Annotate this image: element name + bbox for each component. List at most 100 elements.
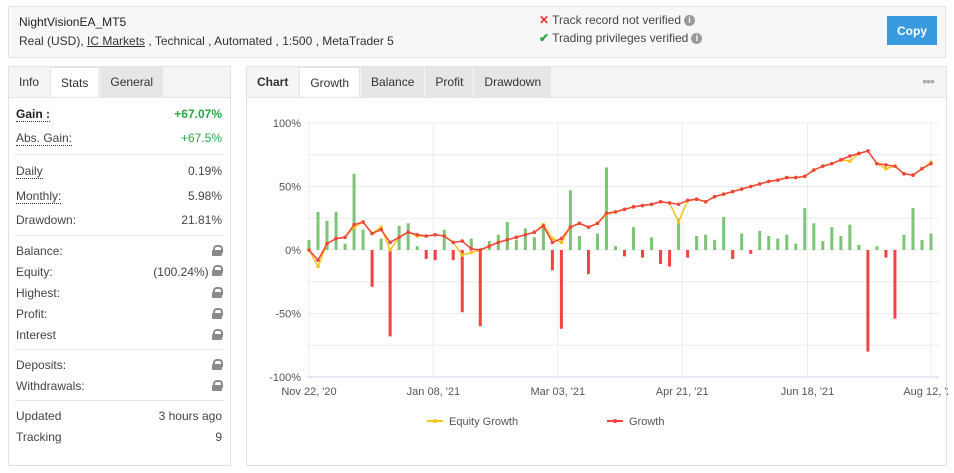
info-icon[interactable]: i: [691, 32, 703, 44]
data-point: [631, 205, 636, 209]
bar: [613, 246, 617, 250]
data-point: [433, 232, 438, 237]
data-point: [802, 174, 807, 179]
equity-label: Equity:: [16, 264, 53, 279]
bar: [379, 238, 383, 250]
tab-stats[interactable]: Stats: [50, 67, 100, 97]
lock-icon: [212, 380, 223, 391]
bar: [559, 250, 563, 329]
data-point: [325, 241, 329, 246]
data-point: [613, 210, 618, 214]
data-point: [352, 222, 356, 227]
data-point: [848, 154, 852, 158]
bar: [361, 229, 365, 250]
system-details: , Technical , Automated , 1:500 , MetaTr…: [145, 34, 394, 48]
interest-label: Interest: [16, 327, 57, 342]
privileges-status: ✔ Trading privileges verified i: [539, 31, 703, 45]
bar: [794, 243, 798, 250]
deposits-label: Deposits:: [16, 357, 67, 372]
x-tick-label: Aug 12, '21: [903, 386, 948, 398]
data-point: [451, 240, 456, 245]
bar: [641, 250, 645, 258]
data-point: [559, 236, 564, 241]
bar: [848, 224, 852, 250]
bar: [623, 250, 627, 257]
data-point: [460, 239, 465, 243]
copy-button[interactable]: Copy: [887, 16, 937, 45]
tab-info[interactable]: Info: [9, 67, 50, 97]
data-point: [604, 211, 609, 215]
tab-profit[interactable]: Profit: [425, 67, 474, 97]
data-point: [532, 230, 537, 235]
tracking-label: Tracking: [16, 429, 62, 444]
bar: [911, 208, 915, 250]
data-point: [884, 163, 888, 167]
y-tick-label: 100%: [273, 118, 301, 130]
tab-general[interactable]: General: [100, 67, 164, 97]
data-point: [649, 202, 654, 207]
bar: [812, 223, 816, 250]
data-point: [694, 197, 699, 201]
data-point: [893, 164, 897, 168]
bar: [902, 234, 906, 250]
bar: [595, 233, 599, 250]
bar: [523, 228, 527, 250]
tab-growth[interactable]: Growth: [299, 67, 361, 97]
data-point: [343, 235, 347, 240]
bar: [830, 227, 834, 250]
bar: [776, 238, 780, 250]
highest-label: Highest:: [16, 285, 61, 300]
updated-value: 3 hours ago: [158, 408, 222, 423]
bar: [632, 227, 636, 250]
data-point: [469, 250, 474, 255]
bar: [893, 250, 897, 319]
data-point: [334, 236, 338, 241]
data-point: [523, 232, 528, 237]
data-point: [658, 199, 663, 204]
data-point: [676, 220, 681, 224]
gain-value: +67.07%: [174, 107, 222, 121]
data-point: [316, 258, 320, 262]
equity-value: (100.24%): [153, 264, 209, 279]
bar: [442, 229, 446, 250]
bar: [433, 250, 437, 261]
bar: [749, 250, 753, 254]
check-icon: ✔: [539, 31, 550, 45]
data-point: [415, 232, 419, 237]
bar: [307, 239, 311, 250]
daily-label: Daily: [16, 163, 43, 179]
legend-marker: [613, 419, 617, 423]
x-tick-label: Mar 03, '21: [530, 386, 585, 398]
data-point: [748, 184, 753, 189]
bar: [713, 239, 717, 250]
data-point: [469, 246, 474, 251]
data-point: [676, 202, 681, 207]
bar: [388, 250, 392, 337]
data-point: [505, 238, 510, 242]
tab-drawdown[interactable]: Drawdown: [474, 67, 552, 97]
bar: [785, 234, 789, 250]
bar: [866, 250, 870, 352]
bar: [920, 239, 924, 250]
lock-icon: [212, 359, 223, 370]
x-tick-label: Apr 21, '21: [656, 386, 709, 398]
bar: [821, 241, 825, 250]
bar: [704, 234, 708, 250]
bar: [677, 218, 681, 250]
y-tick-label: 50%: [279, 182, 301, 194]
data-point: [830, 161, 834, 166]
more-options-icon[interactable]: •••: [922, 73, 935, 89]
tab-balance[interactable]: Balance: [361, 67, 425, 97]
bar: [875, 246, 879, 250]
lock-icon: [212, 287, 223, 298]
broker-link[interactable]: IC Markets: [87, 34, 146, 48]
series-line: [308, 150, 932, 269]
info-icon[interactable]: i: [684, 14, 695, 26]
bar: [577, 236, 581, 250]
data-point: [902, 172, 906, 176]
data-point: [586, 225, 591, 229]
lock-icon: [212, 308, 223, 319]
bar: [424, 250, 428, 259]
data-point: [721, 192, 726, 196]
tab-chart[interactable]: Chart: [247, 67, 299, 97]
